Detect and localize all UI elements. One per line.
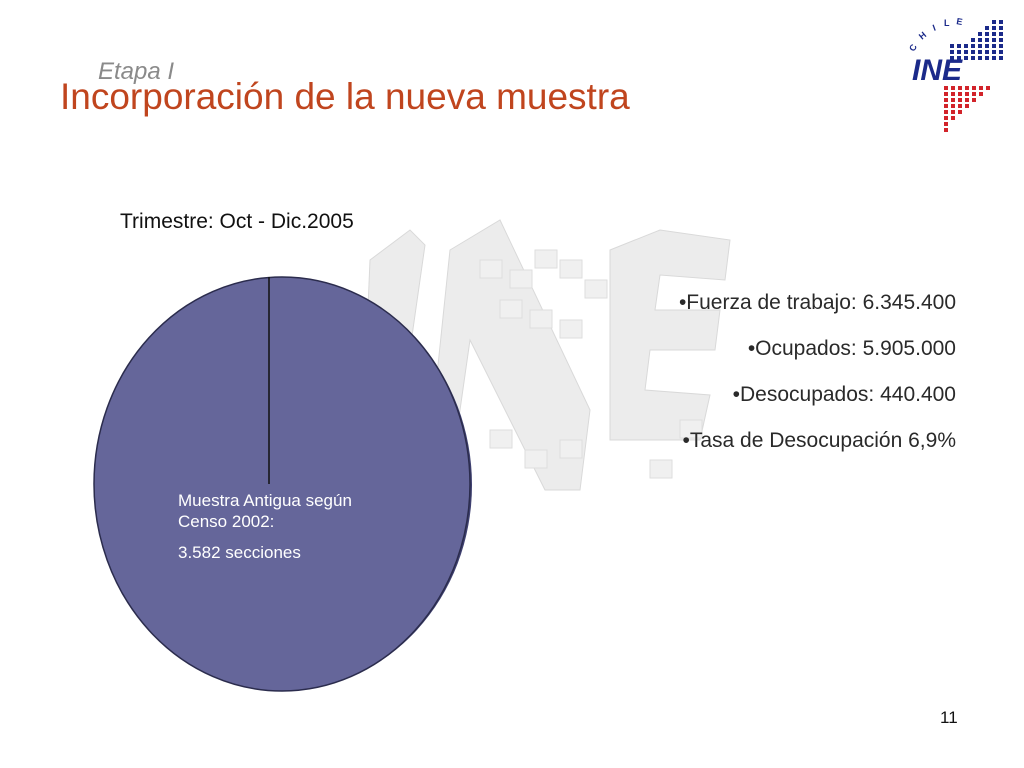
logo-dot: [964, 44, 968, 48]
labor-stats: •Fuerza de trabajo: 6.345.400 •Ocupados:…: [679, 288, 956, 472]
logo-dot: [958, 86, 962, 90]
pie-slice-muestra-antigua: [93, 276, 471, 692]
logo-dot: [999, 38, 1003, 42]
logo-dot: [992, 56, 996, 60]
logo-dot: [985, 26, 989, 30]
pie-label-line1: Muestra Antigua según: [178, 491, 352, 510]
logo-dot: [978, 44, 982, 48]
logo-dot: [944, 128, 948, 132]
logo-dot: [951, 110, 955, 114]
stat-tasa-desocupacion: •Tasa de Desocupación 6,9%: [682, 429, 956, 452]
logo-dot: [965, 86, 969, 90]
logo-dot: [971, 38, 975, 42]
logo-dot: [978, 56, 982, 60]
pie-slice-label: Muestra Antigua según Censo 2002: 3.582 …: [178, 490, 352, 563]
logo-dot: [958, 104, 962, 108]
logo-dot: [944, 122, 948, 126]
stat-fuerza-trabajo: •Fuerza de trabajo: 6.345.400: [678, 291, 956, 314]
logo-dot: [944, 116, 948, 120]
logo-dot: [964, 56, 968, 60]
logo-dot: [951, 104, 955, 108]
logo-dot: [972, 98, 976, 102]
logo-dot: [999, 20, 1003, 24]
logo-dot: [999, 44, 1003, 48]
logo-dot: [992, 32, 996, 36]
logo-dot: [985, 44, 989, 48]
page-number: 11: [940, 708, 958, 727]
logo-dot: [951, 98, 955, 102]
logo-dot: [957, 56, 961, 60]
logo-dot: [944, 98, 948, 102]
svg-text:I: I: [931, 23, 937, 33]
logo-dot: [985, 56, 989, 60]
logo-dot: [978, 38, 982, 42]
svg-text:E: E: [956, 16, 964, 27]
logo-dot: [992, 20, 996, 24]
logo-dot: [951, 92, 955, 96]
logo-dot: [972, 86, 976, 90]
slide-title: Incorporación de la nueva muestra: [60, 76, 630, 117]
logo-dot: [971, 44, 975, 48]
quarter-label: Trimestre: Oct - Dic.2005: [120, 210, 354, 233]
logo-dot: [950, 50, 954, 54]
logo-dot: [985, 32, 989, 36]
logo-dot: [965, 92, 969, 96]
logo-dot: [999, 56, 1003, 60]
svg-text:C: C: [907, 42, 919, 53]
slide-subtitle: Etapa I: [98, 58, 175, 85]
ine-logo-text: INE: [912, 54, 963, 87]
logo-dot: [992, 26, 996, 30]
stat-desocupados: •Desocupados: 440.400: [732, 383, 956, 406]
logo-dot: [978, 32, 982, 36]
logo-dot: [958, 110, 962, 114]
logo-dot: [971, 56, 975, 60]
pie-label-line2: Censo 2002:: [178, 512, 275, 531]
logo-dot: [958, 92, 962, 96]
logo-dot: [951, 116, 955, 120]
logo-dot: [958, 98, 962, 102]
logo-dot: [950, 56, 954, 60]
ine-logo: C H I L E INE: [907, 16, 1003, 132]
svg-text:H: H: [917, 30, 928, 42]
pie-label-sections: 3.582 secciones: [178, 543, 301, 562]
logo-dot: [957, 50, 961, 54]
logo-dot: [999, 50, 1003, 54]
logo-dot: [999, 26, 1003, 30]
logo-dot: [944, 104, 948, 108]
logo-dot: [985, 50, 989, 54]
logo-dot: [951, 86, 955, 90]
logo-dot: [992, 38, 996, 42]
logo-dot: [979, 86, 983, 90]
svg-text:L: L: [944, 18, 950, 28]
logo-dot: [986, 86, 990, 90]
logo-dot: [964, 50, 968, 54]
logo-dot: [979, 92, 983, 96]
logo-dot: [992, 50, 996, 54]
logo-dot: [965, 98, 969, 102]
logo-dot: [999, 32, 1003, 36]
logo-dot: [972, 92, 976, 96]
logo-dot: [944, 110, 948, 114]
logo-dot: [950, 44, 954, 48]
logo-dot: [971, 50, 975, 54]
logo-dot: [965, 104, 969, 108]
logo-dot: [957, 44, 961, 48]
logo-dot: [992, 44, 996, 48]
logo-dot: [944, 92, 948, 96]
logo-dot: [944, 86, 948, 90]
stat-ocupados: •Ocupados: 5.905.000: [747, 337, 956, 360]
logo-dot: [978, 50, 982, 54]
logo-dot: [985, 38, 989, 42]
